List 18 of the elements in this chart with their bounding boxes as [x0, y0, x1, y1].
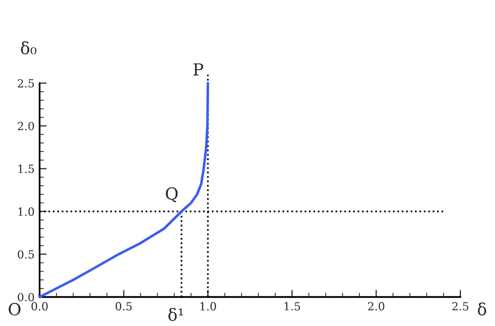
y-tick-label: 2.0	[18, 122, 34, 130]
annotation: P	[193, 63, 204, 76]
x-tick-label: 0.0	[32, 302, 48, 310]
annotation: δ¹	[168, 308, 183, 321]
x-tick-label: 1.0	[200, 302, 216, 310]
y-tick-label: 0.0	[18, 292, 34, 302]
y-tick-label: 1.5	[18, 164, 34, 174]
annotation: O	[8, 302, 21, 316]
y-tick-label: 1.0	[18, 207, 34, 216]
x-tick-label: 1.5	[284, 302, 300, 310]
x-tick-label: 0.5	[116, 302, 132, 310]
x-tick-label: 2.0	[368, 302, 384, 310]
x-axis-title: δ	[478, 302, 486, 316]
y-tick-label: 0.5	[18, 250, 34, 259]
y-tick-label: 2.5	[18, 79, 34, 88]
x-tick-label: 2.5	[452, 302, 468, 310]
annotation: Q	[166, 187, 178, 202]
y-axis-title: δ₀	[20, 41, 36, 54]
